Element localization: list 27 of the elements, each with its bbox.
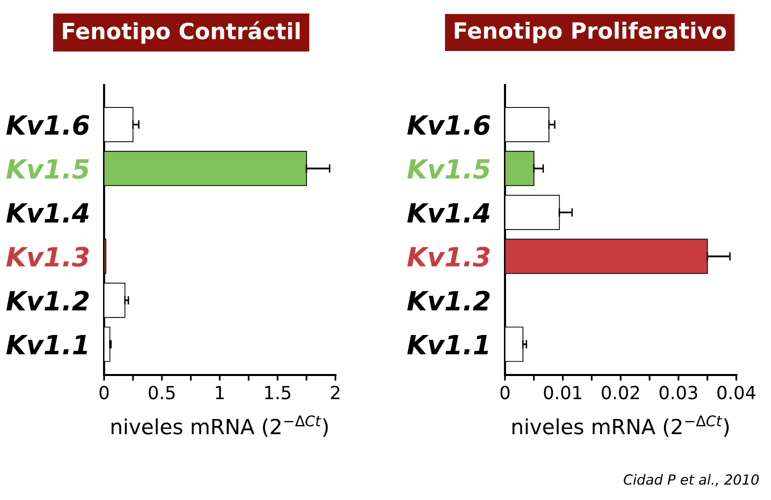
x-tick-label: 1 — [216, 386, 224, 400]
x-tick-label: 1.5 — [265, 386, 290, 400]
y-tick-label: Kv1.4 — [407, 203, 490, 222]
y-tick-label: Kv1.2 — [6, 290, 89, 310]
chart-title: Fenotipo Proliferativo — [454, 22, 726, 44]
x-tick-label: 0.03 — [660, 386, 698, 400]
y-tick-label: Kv1.1 — [6, 335, 88, 354]
y-tick-label: Kv1.3 — [407, 246, 490, 267]
x-axis-title: niveles mRNA (2$^{−ΔCt}$) — [512, 415, 729, 437]
y-tick-label: Kv1.4 — [6, 203, 89, 222]
y-tick-label: Kv1.5 — [6, 159, 89, 179]
y-tick-label: Kv1.5 — [407, 159, 490, 179]
x-tick-label: 0.04 — [717, 386, 756, 400]
y-tick-label: Kv1.2 — [407, 290, 490, 310]
x-tick-label: 0.01 — [544, 386, 582, 400]
x-tick-label: 0 — [100, 386, 109, 400]
x-tick-label: 0.02 — [602, 386, 639, 400]
text: Cidad P et al., 2010 — [624, 474, 759, 486]
y-tick-label: Kv1.6 — [6, 115, 90, 135]
y-tick-label: Kv1.3 — [6, 246, 89, 267]
x-tick-label: 2 — [330, 386, 340, 400]
x-tick-label: 0.5 — [148, 386, 175, 400]
y-tick-label: Kv1.6 — [407, 115, 490, 135]
y-tick-label: Kv1.1 — [407, 335, 488, 354]
x-tick-label: 0 — [500, 386, 510, 400]
chart-title: Fenotipo Contráctil — [62, 21, 300, 44]
x-axis-title: niveles mRNA (2$^{−ΔCt}$) — [112, 415, 328, 437]
